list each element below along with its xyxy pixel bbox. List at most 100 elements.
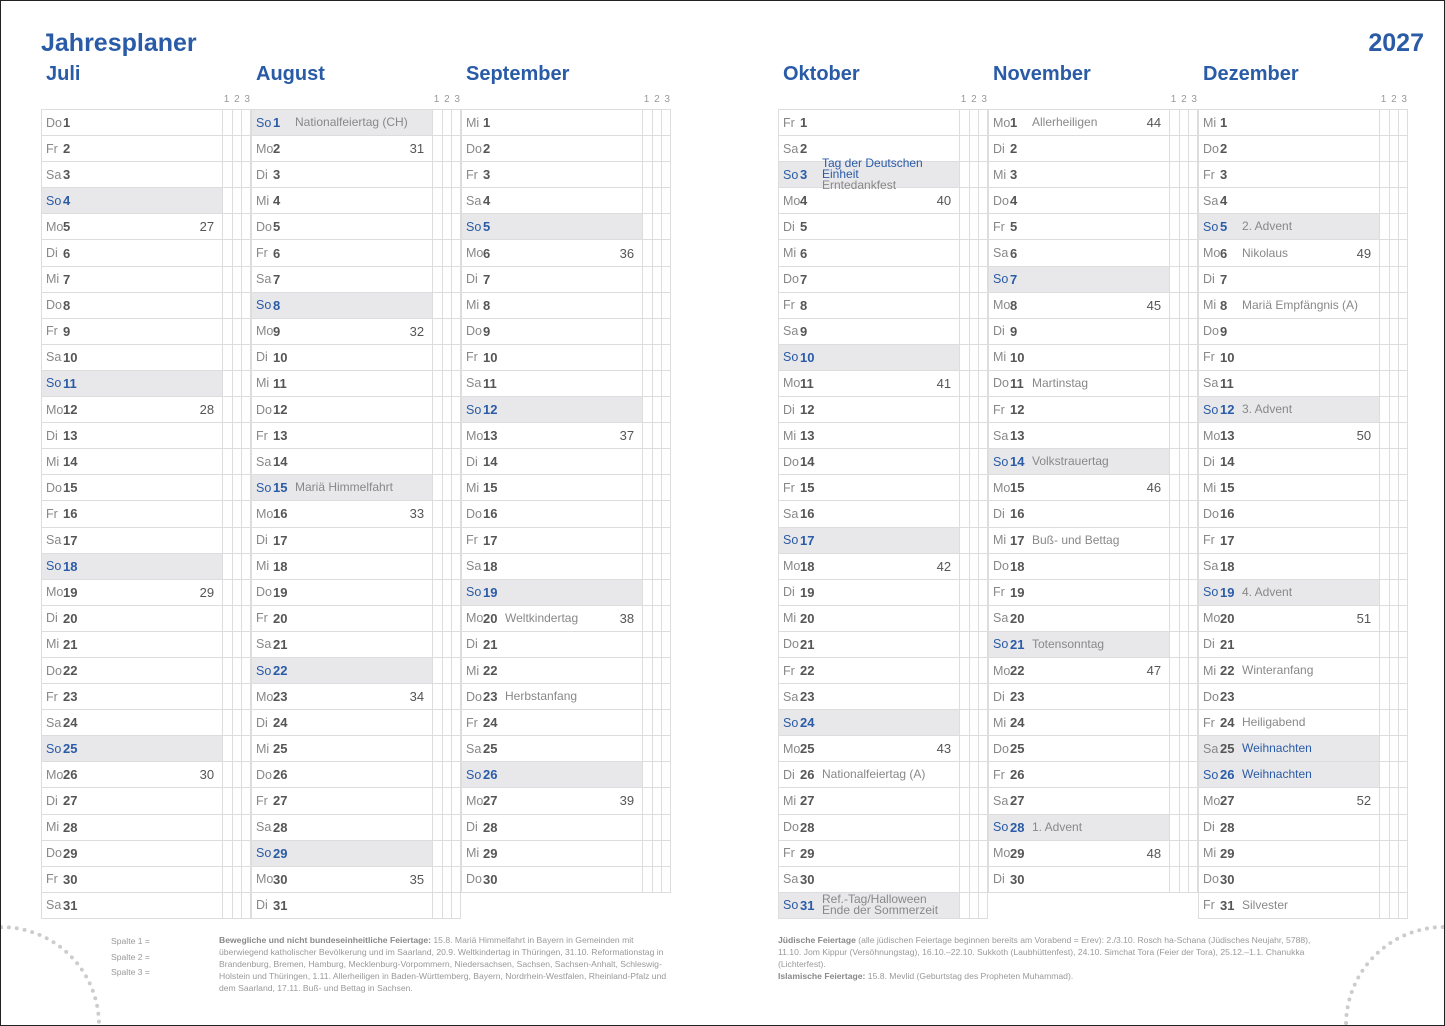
subcolumn-3[interactable] <box>661 866 671 892</box>
subcolumn-3[interactable] <box>451 579 461 605</box>
subcolumn-2[interactable] <box>651 449 662 475</box>
day-cell[interactable]: Fr 8 <box>779 293 959 318</box>
day-cell[interactable]: Mo 2 31 <box>252 136 432 161</box>
subcolumn-3[interactable] <box>661 475 671 501</box>
day-cell[interactable]: Sa 17 <box>42 528 222 553</box>
day-row[interactable]: So 8 <box>251 292 461 319</box>
subcolumn-1[interactable] <box>432 501 442 527</box>
subcolumn-3[interactable] <box>1188 344 1198 370</box>
day-cell[interactable]: Sa 18 <box>462 554 642 579</box>
day-cell[interactable]: Fr 23 <box>42 684 222 709</box>
subcolumn-3[interactable] <box>1188 266 1198 292</box>
day-cell[interactable]: Do 9 <box>1199 319 1379 344</box>
day-cell[interactable]: Sa 23 <box>779 684 959 709</box>
subcolumn-2[interactable] <box>1388 449 1399 475</box>
subcolumn-1[interactable] <box>222 240 232 266</box>
subcolumn-3[interactable] <box>1398 240 1408 266</box>
day-cell[interactable]: Fr 5 <box>989 214 1169 239</box>
day-row[interactable]: Mo 1 Allerheiligen 44 <box>988 110 1198 137</box>
subcolumn-3[interactable] <box>978 266 988 292</box>
subcolumn-1[interactable] <box>642 110 652 136</box>
subcolumn-2[interactable] <box>231 136 242 162</box>
subcolumn-2[interactable] <box>968 501 979 527</box>
day-row[interactable]: Do 22 <box>41 657 251 685</box>
day-row[interactable]: Mo 30 35 <box>251 866 461 893</box>
day-row[interactable]: Fr 24 Heiligabend <box>1198 710 1408 737</box>
subcolumn-2[interactable] <box>231 814 242 840</box>
subcolumn-3[interactable] <box>1398 449 1408 475</box>
subcolumn-3[interactable] <box>978 684 988 710</box>
subcolumn-2[interactable] <box>968 423 979 449</box>
subcolumn-2[interactable] <box>231 892 242 918</box>
subcolumn-1[interactable] <box>1379 579 1389 605</box>
subcolumn-3[interactable] <box>1188 423 1198 449</box>
subcolumn-3[interactable] <box>241 292 251 318</box>
subcolumn-1[interactable] <box>1379 762 1389 788</box>
day-row[interactable]: So 19 4. Advent <box>1198 579 1408 606</box>
subcolumn-1[interactable] <box>1379 710 1389 736</box>
subcolumn-1[interactable] <box>432 892 442 918</box>
subcolumn-1[interactable] <box>1169 110 1179 136</box>
day-row[interactable]: Mi 13 <box>778 423 988 450</box>
subcolumn-2[interactable] <box>651 370 662 397</box>
subcolumn-3[interactable] <box>1188 684 1198 710</box>
subcolumn-1[interactable] <box>1379 136 1389 162</box>
subcolumn-2[interactable] <box>1388 266 1399 292</box>
subcolumn-2[interactable] <box>441 710 452 736</box>
day-row[interactable]: Di 21 <box>1198 631 1408 658</box>
subcolumn-3[interactable] <box>241 188 251 214</box>
subcolumn-3[interactable] <box>978 240 988 266</box>
subcolumn-1[interactable] <box>222 423 232 449</box>
subcolumn-3[interactable] <box>661 214 671 240</box>
day-row[interactable]: Sa 24 <box>41 710 251 737</box>
day-cell[interactable]: Mi 6 <box>779 240 959 265</box>
subcolumn-2[interactable] <box>968 657 979 684</box>
subcolumn-1[interactable] <box>1169 762 1179 788</box>
subcolumn-2[interactable] <box>231 240 242 266</box>
day-cell[interactable]: Mo 29 48 <box>989 841 1169 866</box>
subcolumn-3[interactable] <box>978 631 988 657</box>
day-cell[interactable]: So 11 <box>42 370 223 397</box>
day-cell[interactable]: Di 19 <box>779 580 959 605</box>
subcolumn-3[interactable] <box>1188 370 1198 397</box>
subcolumn-2[interactable] <box>441 449 452 475</box>
subcolumn-3[interactable] <box>241 318 251 344</box>
subcolumn-2[interactable] <box>968 866 979 892</box>
subcolumn-2[interactable] <box>441 266 452 292</box>
subcolumn-3[interactable] <box>661 423 671 449</box>
subcolumn-2[interactable] <box>441 292 452 318</box>
day-cell[interactable]: Mi 14 <box>42 449 222 474</box>
day-cell[interactable]: Do 2 <box>462 136 642 161</box>
day-row[interactable]: So 25 <box>41 736 251 763</box>
day-cell[interactable]: Do 26 <box>252 762 432 787</box>
day-row[interactable]: Fr 19 <box>988 579 1198 606</box>
day-row[interactable]: So 10 <box>778 344 988 371</box>
day-cell[interactable]: Mo 26 30 <box>42 762 222 787</box>
subcolumn-1[interactable] <box>432 110 442 136</box>
day-row[interactable]: Di 27 <box>41 788 251 815</box>
subcolumn-2[interactable] <box>231 501 242 527</box>
subcolumn-3[interactable] <box>1188 631 1198 657</box>
subcolumn-3[interactable] <box>661 318 671 344</box>
subcolumn-1[interactable] <box>1379 449 1389 475</box>
day-row[interactable]: Fr 9 <box>41 318 251 345</box>
subcolumn-1[interactable] <box>222 631 232 657</box>
subcolumn-3[interactable] <box>1398 318 1408 344</box>
subcolumn-2[interactable] <box>1388 136 1399 162</box>
subcolumn-3[interactable] <box>1398 840 1408 866</box>
day-row[interactable]: Mi 29 <box>461 840 671 867</box>
day-cell[interactable]: Mo 19 29 <box>42 580 222 605</box>
subcolumn-3[interactable] <box>661 814 671 840</box>
subcolumn-2[interactable] <box>1388 866 1399 892</box>
day-cell[interactable]: So 4 <box>42 188 223 214</box>
day-cell[interactable]: So 19 <box>462 579 643 605</box>
subcolumn-1[interactable] <box>959 110 969 136</box>
day-row[interactable]: Mo 26 30 <box>41 762 251 789</box>
day-cell[interactable]: Sa 7 <box>252 267 432 292</box>
subcolumn-2[interactable] <box>231 344 242 370</box>
day-row[interactable]: Fr 5 <box>988 214 1198 241</box>
day-row[interactable]: So 12 3. Advent <box>1198 397 1408 424</box>
subcolumn-3[interactable] <box>1398 344 1408 370</box>
day-row[interactable]: Do 23 <box>1198 684 1408 711</box>
subcolumn-2[interactable] <box>651 605 662 631</box>
